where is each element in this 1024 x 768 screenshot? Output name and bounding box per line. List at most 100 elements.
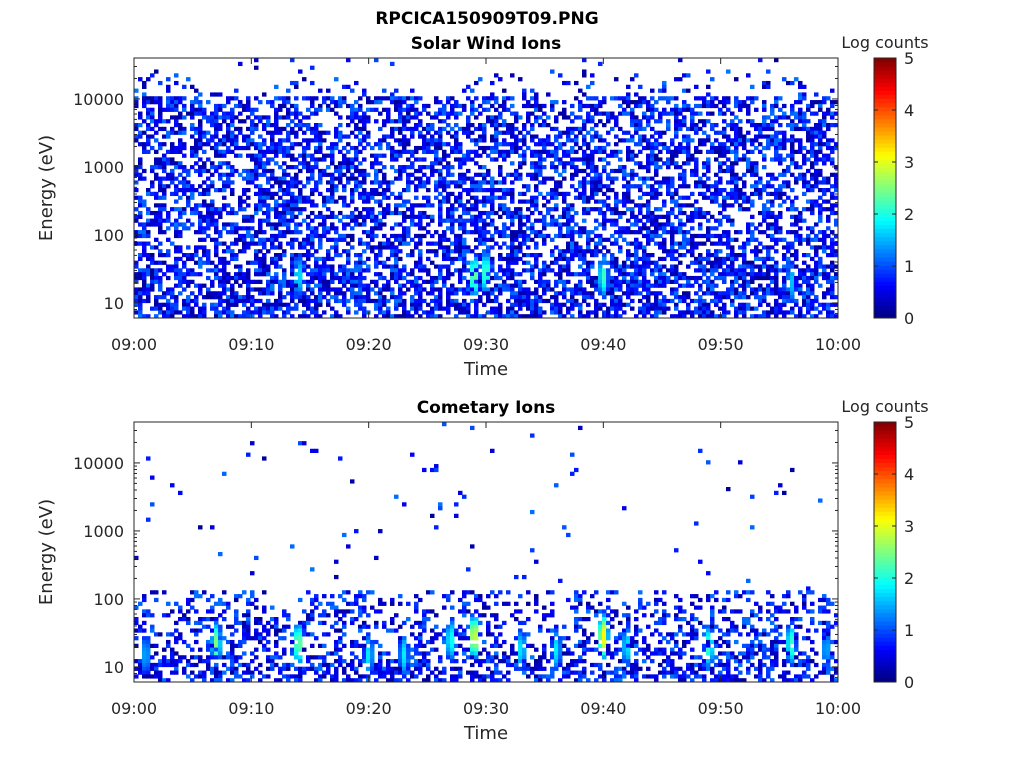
data-cell <box>526 119 531 124</box>
data-cell <box>430 123 435 128</box>
data-cell <box>206 157 211 162</box>
data-cell <box>398 176 403 181</box>
data-cell <box>434 153 439 158</box>
data-cell <box>146 77 151 82</box>
data-cell <box>618 245 623 250</box>
data-cell <box>506 264 511 269</box>
data-cell <box>498 268 503 273</box>
data-cell <box>374 245 379 250</box>
data-cell <box>174 123 179 128</box>
data-cell <box>670 272 675 277</box>
data-cell <box>362 176 367 181</box>
data-cell <box>606 268 611 273</box>
data-cell <box>510 145 515 151</box>
data-cell <box>186 218 191 223</box>
data-cell <box>566 306 571 311</box>
data-cell <box>578 130 583 135</box>
data-cell <box>330 107 335 112</box>
data-cell <box>674 226 679 231</box>
data-cell <box>386 96 391 101</box>
data-cell <box>302 115 307 120</box>
data-cell <box>186 306 191 311</box>
data-cell <box>234 115 239 120</box>
data-cell <box>390 291 395 296</box>
data-cell <box>402 230 407 235</box>
data-cell <box>182 96 187 101</box>
data-cell <box>450 111 455 116</box>
data-cell <box>458 306 463 311</box>
data-cell <box>206 119 211 124</box>
data-cell <box>318 295 323 300</box>
data-cell <box>738 230 743 235</box>
data-cell <box>222 172 227 177</box>
data-cell <box>278 287 283 292</box>
data-cell <box>602 245 607 250</box>
data-cell <box>626 195 631 200</box>
data-cell <box>734 176 739 181</box>
data-cell <box>602 302 607 307</box>
data-cell <box>294 237 299 242</box>
data-cell <box>494 134 499 139</box>
data-cell <box>334 310 339 315</box>
data-cell <box>510 260 515 265</box>
data-cell <box>238 61 243 67</box>
data-cell <box>610 168 615 174</box>
data-cell <box>634 214 639 219</box>
data-cell <box>710 96 715 101</box>
data-cell <box>618 149 623 154</box>
data-cell <box>354 168 359 174</box>
data-cell <box>478 314 483 319</box>
data-cell <box>282 268 287 273</box>
data-cell <box>714 302 719 307</box>
data-cell <box>706 237 711 242</box>
data-cell <box>602 165 607 170</box>
data-cell <box>626 226 631 231</box>
data-cell <box>626 191 631 197</box>
data-cell <box>406 149 411 154</box>
data-cell <box>626 218 631 223</box>
data-cell <box>166 218 171 223</box>
data-cell <box>286 130 291 135</box>
data-cell <box>558 306 563 311</box>
data-cell <box>622 260 627 265</box>
data-cell <box>686 73 691 78</box>
data-cell <box>662 130 667 135</box>
data-cell <box>682 145 687 151</box>
data-cell <box>538 180 543 185</box>
data-cell <box>506 191 511 197</box>
data-cell <box>290 165 295 170</box>
data-cell <box>478 199 483 204</box>
data-cell <box>270 149 275 154</box>
data-cell <box>226 310 231 315</box>
data-cell <box>302 237 307 242</box>
data-cell <box>578 191 583 197</box>
data-cell <box>654 142 659 147</box>
data-cell <box>682 275 687 281</box>
data-cell <box>706 168 711 174</box>
data-cell <box>318 256 323 262</box>
data-cell <box>638 149 643 154</box>
data-cell <box>342 295 347 300</box>
data-cell <box>350 130 355 135</box>
data-cell <box>250 123 255 128</box>
data-cell <box>250 168 255 174</box>
data-cell <box>410 149 415 154</box>
data-cell <box>690 210 695 216</box>
data-cell <box>210 184 215 189</box>
data-cell <box>262 260 267 265</box>
data-cell <box>154 314 159 319</box>
data-cell <box>278 188 283 193</box>
data-cell <box>314 272 319 277</box>
data-cell <box>350 111 355 116</box>
data-cell <box>254 249 259 254</box>
data-cell <box>210 268 215 273</box>
data-cell <box>342 199 347 204</box>
data-cell <box>554 298 559 304</box>
data-cell <box>370 287 375 292</box>
data-cell <box>346 165 351 170</box>
data-cell <box>158 180 163 185</box>
data-cell <box>446 253 451 258</box>
data-cell <box>222 291 227 296</box>
data-cell <box>158 188 163 193</box>
data-cell <box>694 210 699 216</box>
